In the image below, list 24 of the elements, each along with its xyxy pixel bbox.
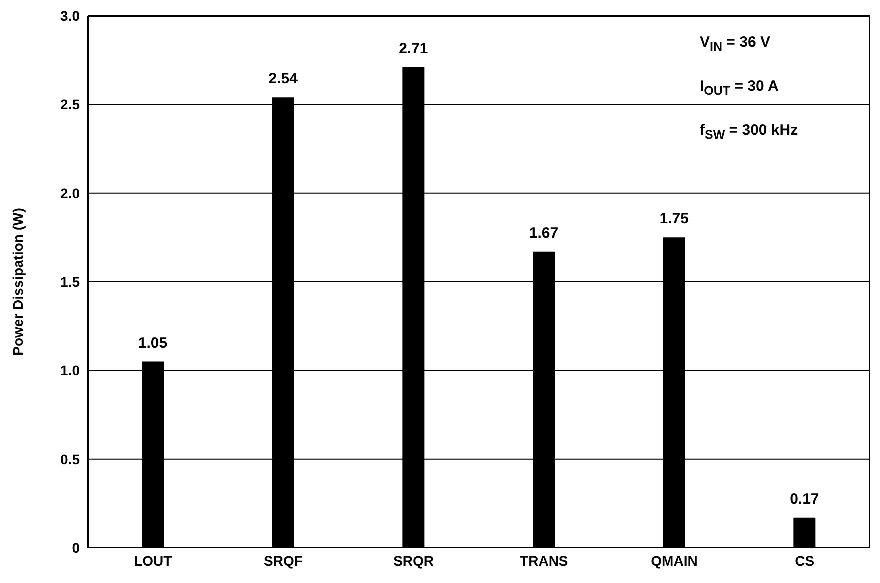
y-tick-label: 2.5 [60, 96, 80, 113]
data-label: 1.05 [138, 334, 168, 352]
data-label: 2.71 [399, 40, 428, 58]
x-tick-label: TRANS [520, 552, 568, 569]
data-label: 2.54 [268, 70, 299, 88]
y-tick-label: 0 [72, 540, 80, 556]
y-tick-label: 1.0 [60, 362, 80, 379]
y-tick-label: 1.5 [60, 274, 80, 290]
annotation: V$_{IN}$ = 36 V [700, 33, 772, 56]
y-axis-title: Power Dissipation (W) [10, 208, 26, 356]
data-label: 0.17 [790, 490, 820, 508]
y-tick-label: 3.0 [60, 8, 80, 24]
x-tick-label: SRQF [264, 552, 304, 569]
data-label: 1.67 [529, 224, 559, 242]
x-tick-label: QMAIN [651, 552, 698, 569]
x-tick-label: SRQR [394, 552, 434, 569]
y-tick-label: 0.5 [60, 451, 80, 468]
y-tick-label: 2.0 [60, 185, 80, 202]
x-tick-label: CS [795, 552, 815, 569]
data-label: 1.75 [660, 210, 689, 228]
annotation: f$_{SW}$ = 300 kHz [700, 121, 800, 144]
bar [794, 518, 816, 548]
x-tick-label: LOUT [134, 552, 173, 569]
annotation: I$_{OUT}$ = 30 A [700, 77, 780, 100]
